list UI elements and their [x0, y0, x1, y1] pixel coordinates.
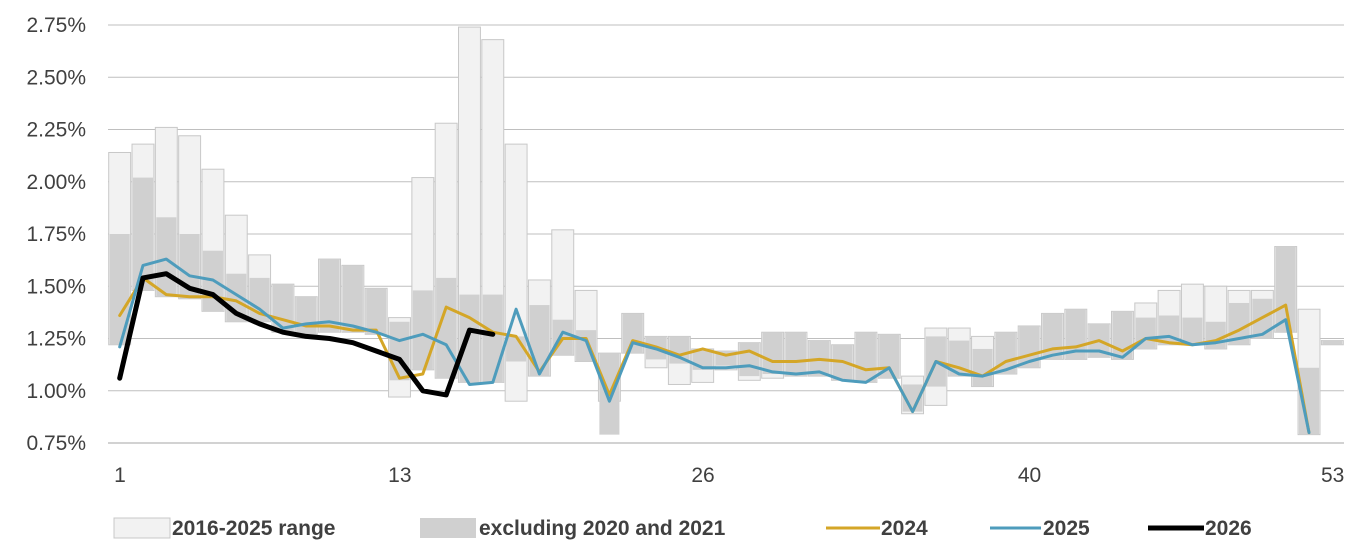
excluding-bars-layer [109, 177, 1343, 435]
y-tick-label: 2.75% [26, 14, 86, 37]
excluding-bar [459, 294, 480, 383]
excluding-bar [412, 290, 433, 370]
y-tick-label: 0.75% [26, 432, 86, 455]
excluding-bar [1182, 317, 1203, 345]
x-tick-label: 40 [1018, 464, 1041, 487]
range-bar [504, 143, 528, 402]
excluding-bar [319, 259, 340, 333]
excluding-bar [762, 332, 783, 375]
x-tick-label: 1 [114, 464, 126, 487]
legend-swatch-range [113, 517, 171, 539]
excluding-bar [482, 294, 503, 383]
excluding-bar [366, 288, 387, 335]
legend: 2016-2025 range excluding 2020 and 2021 … [113, 517, 1252, 540]
x-tick-label: 13 [388, 464, 411, 487]
excluding-bar [622, 313, 643, 354]
y-tick-label: 1.00% [26, 380, 86, 403]
legend-label-excluding: excluding 2020 and 2021 [479, 517, 726, 540]
lines-layer [117, 257, 1311, 435]
legend-label-2024: 2024 [881, 517, 928, 540]
legend-label-range: 2016-2025 range [172, 517, 335, 540]
excluding-bar [156, 217, 177, 297]
x-tick-label: 26 [691, 464, 714, 487]
excluding-bar [972, 348, 993, 387]
x-tick-labels: 1 13 26 40 53 [114, 464, 1344, 487]
excluding-bar [132, 177, 154, 291]
series-line-2025 [118, 257, 1311, 435]
y-tick-label: 1.25% [26, 328, 86, 351]
y-tick-labels: 0.75% 1.00% 1.25% 1.50% 1.75% 2.00% 2.25% 2.50%… [26, 14, 86, 455]
excluding-bar [1275, 246, 1296, 333]
excluding-bar [1298, 367, 1320, 435]
series-line-2024 [118, 276, 1311, 435]
range-bars-layer [108, 26, 1344, 436]
y-tick-label: 2.50% [26, 66, 86, 89]
series-line-2026 [117, 271, 496, 398]
excluding-bar [342, 265, 363, 333]
legend-swatch-excluding [420, 518, 476, 538]
y-tick-label: 2.25% [26, 119, 86, 142]
x-tick-label: 53 [1321, 464, 1344, 487]
excluding-bar [272, 284, 293, 333]
excluding-bar [1205, 321, 1226, 349]
y-tick-label: 1.50% [26, 275, 86, 298]
excluding-bar [529, 305, 550, 377]
excluding-bar [739, 342, 760, 377]
excluding-bar [1322, 340, 1343, 345]
excluding-bar [785, 332, 806, 377]
y-tick-label: 1.75% [26, 223, 86, 246]
excluding-bar [109, 234, 130, 345]
legend-label-2026: 2026 [1205, 517, 1252, 540]
excluding-bar [296, 296, 317, 335]
excluding-bar [855, 332, 876, 383]
legend-label-2025: 2025 [1043, 517, 1090, 540]
excluding-bar [1229, 302, 1250, 345]
y-tick-label: 2.00% [26, 171, 86, 194]
